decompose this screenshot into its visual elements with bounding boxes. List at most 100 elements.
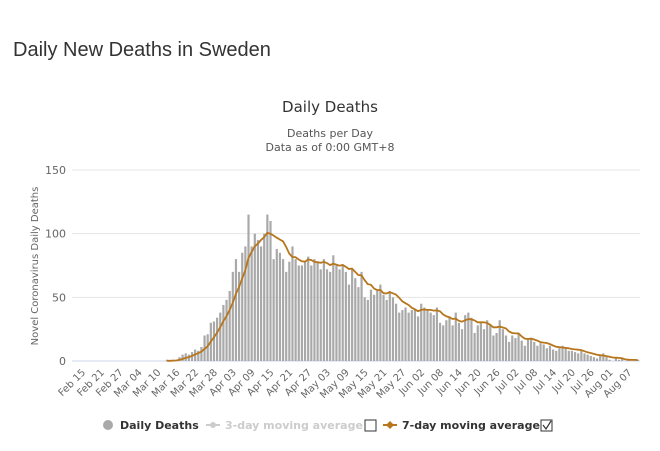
bar: [325, 269, 329, 361]
bar: [595, 358, 599, 361]
bar: [373, 294, 376, 361]
bar: [438, 322, 442, 361]
bar: [253, 233, 256, 361]
bar: [341, 264, 344, 361]
bar: [307, 256, 310, 361]
bar: [495, 332, 498, 361]
bar: [360, 271, 363, 361]
bar: [564, 346, 567, 361]
bar: [250, 246, 253, 361]
checkbox-3day-ma[interactable]: [364, 419, 377, 432]
bar: [410, 310, 413, 361]
bar: [200, 346, 203, 361]
bar: [206, 334, 209, 361]
series-line-7day-moving-average: [166, 231, 638, 362]
bar: [310, 265, 313, 361]
bar: [470, 317, 473, 361]
bar: [498, 320, 501, 361]
bar: [366, 299, 369, 361]
bar: [504, 335, 508, 361]
bar: [316, 261, 319, 361]
bar: [379, 284, 382, 361]
bar: [530, 339, 533, 361]
legend: Daily Deaths 3-day moving average 7-day …: [103, 419, 553, 432]
bar: [479, 322, 482, 361]
bar: [259, 246, 263, 361]
bar: [545, 348, 548, 361]
legend-marker-icon: [386, 421, 394, 429]
legend-daily-deaths[interactable]: Daily Deaths: [103, 419, 199, 432]
bar: [344, 271, 347, 361]
legend-label: 3-day moving average: [225, 419, 363, 432]
bar: [354, 278, 357, 361]
bar: [460, 329, 464, 361]
bar: [617, 359, 621, 361]
legend-label: 7-day moving average: [402, 419, 540, 432]
bar: [382, 294, 385, 361]
bar: [219, 312, 222, 361]
bar: [536, 345, 539, 361]
bar: [322, 259, 325, 361]
bar: [294, 259, 297, 361]
bar: [555, 350, 558, 361]
bar: [332, 255, 335, 361]
bar: [297, 265, 300, 361]
bar: [621, 358, 624, 361]
bar: [523, 345, 526, 361]
bar: [533, 341, 536, 361]
bar: [398, 312, 401, 361]
bar: [501, 329, 504, 361]
bar: [508, 341, 511, 361]
bar: [272, 259, 275, 361]
bar: [228, 290, 231, 361]
bar: [285, 271, 288, 361]
chart-subtitle-1: Deaths per Day: [287, 127, 373, 140]
bar: [288, 261, 291, 361]
bar: [263, 233, 266, 361]
bar: [357, 287, 360, 361]
bar: [583, 353, 586, 361]
bar: [636, 359, 639, 361]
bar: [225, 299, 228, 361]
checkbox-7day-ma[interactable]: [540, 419, 553, 432]
y-tick-label: 50: [52, 291, 66, 304]
bar: [241, 252, 244, 361]
bar: [448, 316, 451, 361]
bar: [222, 304, 225, 361]
page-title: Daily New Deaths in Sweden: [13, 39, 271, 61]
bar: [426, 310, 429, 361]
bar: [275, 248, 278, 361]
bar: [558, 348, 561, 361]
bar: [347, 284, 351, 361]
bar: [489, 325, 492, 361]
legend-3day-ma[interactable]: 3-day moving average: [206, 419, 363, 432]
bar: [303, 261, 307, 361]
bar: [413, 308, 417, 361]
bar: [432, 315, 435, 361]
bar: [363, 297, 366, 361]
bar: [401, 310, 404, 361]
bar: [511, 335, 514, 361]
bar: [244, 246, 247, 361]
bar: [429, 312, 432, 361]
legend-label: Daily Deaths: [120, 419, 199, 432]
y-tick-label: 100: [45, 228, 66, 241]
bar: [526, 338, 530, 361]
bar: [614, 358, 617, 361]
bar: [216, 317, 219, 361]
bar: [548, 345, 552, 361]
y-tick-label: 150: [45, 164, 66, 177]
legend-dot-icon: [103, 420, 113, 430]
legend-7day-ma[interactable]: 7-day moving average: [383, 419, 540, 432]
bar: [181, 354, 184, 361]
bar: [442, 325, 445, 361]
bar: [388, 290, 391, 361]
bar: [278, 252, 282, 361]
bar: [592, 357, 596, 361]
bar: [602, 353, 605, 361]
bar: [234, 259, 238, 361]
y-tick-label: 0: [59, 355, 66, 368]
bar: [570, 350, 574, 361]
bar: [561, 345, 564, 361]
